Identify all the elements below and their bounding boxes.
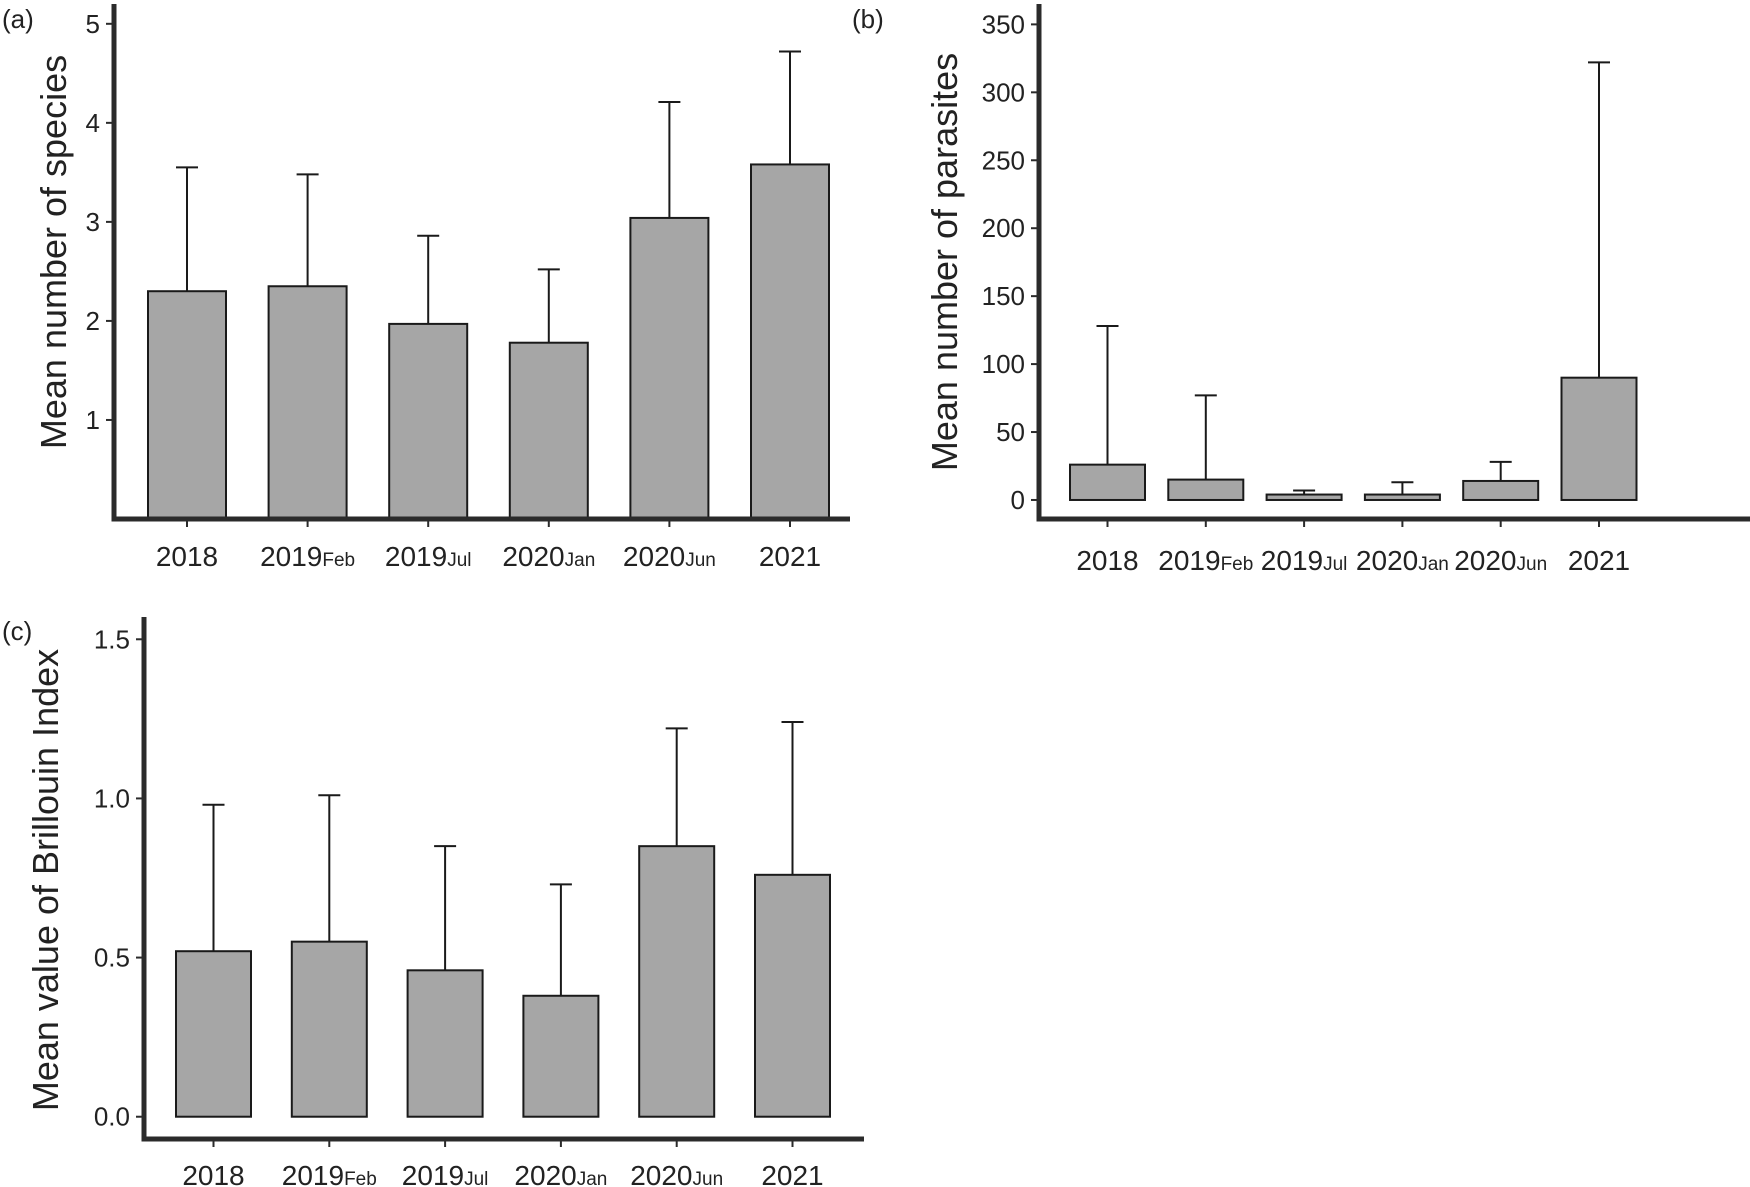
bar (1560, 376, 1638, 501)
bar (175, 950, 252, 1118)
panel-label: (b) (852, 4, 884, 34)
x-tick-label: 2020Jun (630, 1160, 723, 1187)
y-tick-label: 250 (982, 145, 1025, 175)
y-tick-label: 350 (982, 9, 1025, 39)
y-tick-label: 3 (86, 207, 100, 237)
y-axis-title: Mean number of species (33, 55, 74, 449)
chart-panel-2: (b) Mean number of parasites 2018 2019Feb 20… (852, 4, 1750, 576)
axes (1036, 4, 1750, 522)
x-tick-label: 2021 (1568, 545, 1630, 576)
panel-label: (a) (2, 4, 34, 34)
y-tick-label: 5 (86, 9, 100, 39)
x-tick-label: 2020Jan (514, 1160, 607, 1187)
bar (754, 873, 831, 1118)
x-tick-label: 2019Feb (282, 1160, 377, 1187)
bar (267, 285, 348, 520)
x-tick-label: 2019Jul (402, 1160, 489, 1187)
bar (750, 163, 830, 520)
y-tick-label: 2 (86, 306, 100, 336)
y-tick-label: 100 (982, 349, 1025, 379)
y-tick-label: 150 (982, 281, 1025, 311)
bar (147, 290, 227, 521)
y-tick-label: 0.0 (94, 1102, 130, 1132)
y-tick-label: 300 (982, 77, 1025, 107)
x-tick-label: 2019Feb (260, 541, 355, 572)
y-axis-title: Mean value of Brillouin Index (25, 649, 66, 1111)
y-tick-label: 1.0 (94, 783, 130, 813)
y-tick-label: 1 (86, 405, 100, 435)
bar (1265, 493, 1343, 501)
bar (1167, 478, 1245, 501)
axes (111, 4, 850, 522)
y-tick-label: 4 (86, 108, 100, 138)
y-axis-title: Mean number of parasites (924, 53, 965, 471)
bar (388, 322, 469, 520)
y-tick-label: 0.5 (94, 943, 130, 973)
panel-label: (c) (2, 616, 32, 646)
y-tick-label: 50 (996, 417, 1025, 447)
y-tick-label: 1.5 (94, 624, 130, 654)
bar (638, 845, 716, 1118)
bar (406, 969, 484, 1118)
bar (508, 341, 589, 521)
axes (141, 617, 864, 1142)
x-tick-label: 2019Feb (1158, 545, 1253, 576)
chart-panel-1: (a) Mean number of species 2018 2019Feb 2019… (2, 4, 850, 572)
x-tick-label: 2020Jun (623, 541, 716, 572)
bar (1069, 463, 1146, 501)
bar (522, 994, 600, 1118)
bar (1363, 493, 1441, 501)
x-tick-label: 2019Jul (1261, 545, 1348, 576)
x-tick-label: 2020Jan (502, 541, 595, 572)
bar (629, 216, 710, 521)
y-tick-label: 200 (982, 213, 1025, 243)
x-tick-label: 2019Jul (385, 541, 472, 572)
bar (290, 940, 368, 1118)
x-tick-label: 2021 (761, 1160, 823, 1187)
x-tick-label: 2020Jun (1454, 545, 1547, 576)
x-tick-label: 2021 (759, 541, 821, 572)
x-tick-label: 2020Jan (1356, 545, 1449, 576)
x-tick-label: 2018 (1076, 545, 1138, 576)
y-tick-label: 0 (1011, 485, 1025, 515)
bar (1462, 479, 1540, 501)
x-tick-label: 2018 (182, 1160, 244, 1187)
chart-panel-3: (c)Mean value of Brillouin Index 2018 2019… (2, 616, 864, 1187)
x-tick-label: 2018 (156, 541, 218, 572)
